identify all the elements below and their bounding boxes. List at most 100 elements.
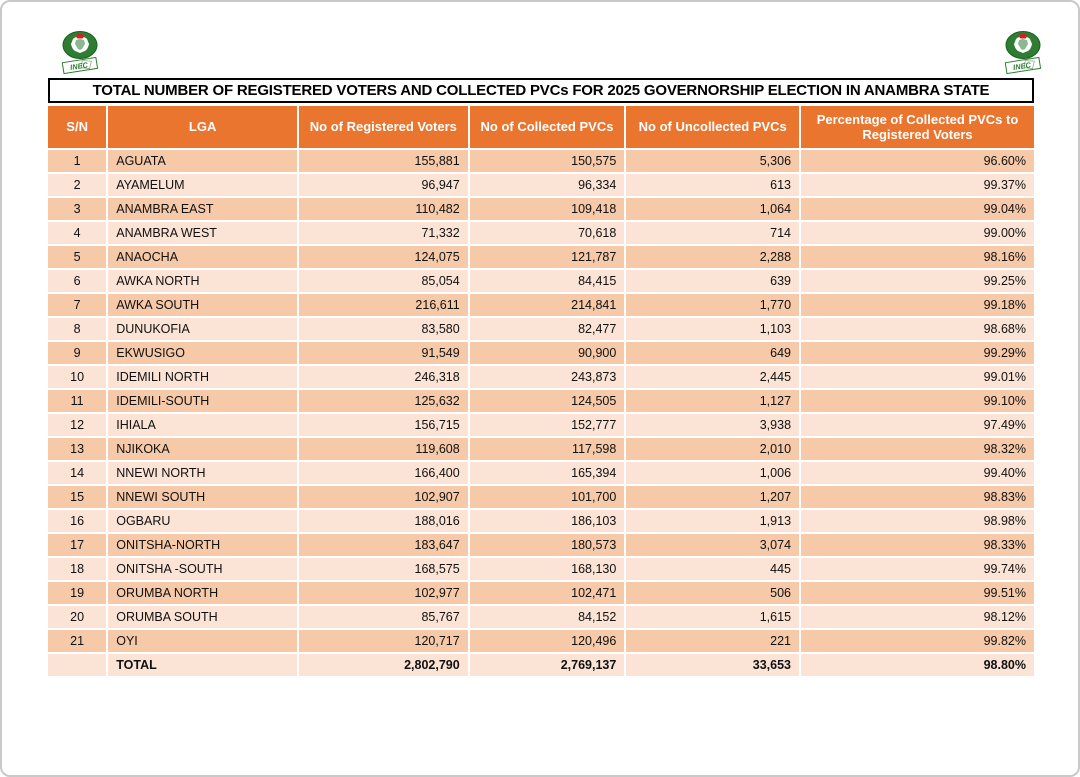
- table-row: 17 ONITSHA-NORTH 183,647 180,573 3,074 98.33%: [48, 534, 1034, 556]
- cell-collected: 120,496: [469, 630, 625, 652]
- cell-percentage: 98.33%: [801, 534, 1034, 556]
- cell-registered: 96,947: [299, 174, 468, 196]
- cell-collected: 84,152: [469, 606, 625, 628]
- cell-percentage: 99.51%: [801, 582, 1034, 604]
- cell-collected: 90,900: [469, 342, 625, 364]
- cell-sn: 2: [48, 174, 107, 196]
- cell-registered: 166,400: [299, 462, 468, 484]
- cell-uncollected: 445: [626, 558, 800, 580]
- cell-sn: 9: [48, 342, 107, 364]
- cell-percentage: 99.25%: [801, 270, 1034, 292]
- cell-sn: 8: [48, 318, 107, 340]
- cell-sn: 13: [48, 438, 107, 460]
- cell-collected: 2,769,137: [469, 654, 625, 676]
- cell-collected: 124,505: [469, 390, 625, 412]
- cell-uncollected: 714: [626, 222, 800, 244]
- cell-registered: 183,647: [299, 534, 468, 556]
- cell-collected: 214,841: [469, 294, 625, 316]
- cell-sn: [48, 654, 107, 676]
- column-header: Percentage of Collected PVCs to Register…: [801, 106, 1034, 148]
- cell-registered: 91,549: [299, 342, 468, 364]
- cell-collected: 165,394: [469, 462, 625, 484]
- cell-uncollected: 3,074: [626, 534, 800, 556]
- cell-registered: 155,881: [299, 150, 468, 172]
- cell-sn: 1: [48, 150, 107, 172]
- cell-lga: EKWUSIGO: [108, 342, 297, 364]
- cell-registered: 168,575: [299, 558, 468, 580]
- cell-percentage: 96.60%: [801, 150, 1034, 172]
- cell-collected: 84,415: [469, 270, 625, 292]
- cell-sn: 5: [48, 246, 107, 268]
- cell-collected: 82,477: [469, 318, 625, 340]
- table-row: 4 ANAMBRA WEST 71,332 70,618 714 99.00%: [48, 222, 1034, 244]
- cell-sn: 11: [48, 390, 107, 412]
- table-row: 9 EKWUSIGO 91,549 90,900 649 99.29%: [48, 342, 1034, 364]
- cell-collected: 243,873: [469, 366, 625, 388]
- cell-collected: 109,418: [469, 198, 625, 220]
- cell-percentage: 99.40%: [801, 462, 1034, 484]
- cell-sn: 15: [48, 486, 107, 508]
- table-row: 13 NJIKOKA 119,608 117,598 2,010 98.32%: [48, 438, 1034, 460]
- cell-percentage: 98.12%: [801, 606, 1034, 628]
- total-row: TOTAL 2,802,790 2,769,137 33,653 98.80%: [48, 654, 1034, 676]
- cell-lga: IHIALA: [108, 414, 297, 436]
- table-row: 1 AGUATA 155,881 150,575 5,306 96.60%: [48, 150, 1034, 172]
- cell-percentage: 98.32%: [801, 438, 1034, 460]
- table-row: 16 OGBARU 188,016 186,103 1,913 98.98%: [48, 510, 1034, 532]
- cell-registered: 85,054: [299, 270, 468, 292]
- table-row: 14 NNEWI NORTH 166,400 165,394 1,006 99.40%: [48, 462, 1034, 484]
- cell-lga: IDEMILI NORTH: [108, 366, 297, 388]
- cell-registered: 125,632: [299, 390, 468, 412]
- cell-uncollected: 613: [626, 174, 800, 196]
- cell-collected: 101,700: [469, 486, 625, 508]
- cell-registered: 120,717: [299, 630, 468, 652]
- cell-percentage: 99.74%: [801, 558, 1034, 580]
- table-row: 21 OYI 120,717 120,496 221 99.82%: [48, 630, 1034, 652]
- cell-uncollected: 2,445: [626, 366, 800, 388]
- cell-lga: ONITSHA-NORTH: [108, 534, 297, 556]
- cell-percentage: 98.68%: [801, 318, 1034, 340]
- cell-uncollected: 1,127: [626, 390, 800, 412]
- cell-collected: 152,777: [469, 414, 625, 436]
- table-row: 15 NNEWI SOUTH 102,907 101,700 1,207 98.83%: [48, 486, 1034, 508]
- cell-uncollected: 649: [626, 342, 800, 364]
- cell-lga: AWKA SOUTH: [108, 294, 297, 316]
- cell-uncollected: 1,615: [626, 606, 800, 628]
- cell-uncollected: 33,653: [626, 654, 800, 676]
- cell-uncollected: 1,006: [626, 462, 800, 484]
- table-row: 12 IHIALA 156,715 152,777 3,938 97.49%: [48, 414, 1034, 436]
- inec-logo-icon: INEC: [993, 26, 1053, 78]
- cell-lga: ONITSHA -SOUTH: [108, 558, 297, 580]
- table-row: 8 DUNUKOFIA 83,580 82,477 1,103 98.68%: [48, 318, 1034, 340]
- cell-sn: 17: [48, 534, 107, 556]
- cell-percentage: 98.83%: [801, 486, 1034, 508]
- cell-uncollected: 3,938: [626, 414, 800, 436]
- cell-percentage: 99.82%: [801, 630, 1034, 652]
- cell-collected: 70,618: [469, 222, 625, 244]
- pvc-statistics-table: S/N LGA No of Registered Voters No of Colle…: [46, 104, 1036, 678]
- inec-logo-text: INEC: [1012, 60, 1032, 72]
- inec-logo-icon: INEC: [50, 26, 110, 78]
- cell-registered: 156,715: [299, 414, 468, 436]
- table-row: 7 AWKA SOUTH 216,611 214,841 1,770 99.18%: [48, 294, 1034, 316]
- cell-registered: 110,482: [299, 198, 468, 220]
- cell-lga: IDEMILI-SOUTH: [108, 390, 297, 412]
- cell-sn: 20: [48, 606, 107, 628]
- table-row: 10 IDEMILI NORTH 246,318 243,873 2,445 99.01%: [48, 366, 1034, 388]
- table-row: 19 ORUMBA NORTH 102,977 102,471 506 99.51%: [48, 582, 1034, 604]
- cell-sn: 18: [48, 558, 107, 580]
- cell-collected: 150,575: [469, 150, 625, 172]
- cell-collected: 96,334: [469, 174, 625, 196]
- cell-collected: 180,573: [469, 534, 625, 556]
- cell-lga: AYAMELUM: [108, 174, 297, 196]
- cell-sn: 21: [48, 630, 107, 652]
- cell-lga: NNEWI SOUTH: [108, 486, 297, 508]
- table-row: 11 IDEMILI-SOUTH 125,632 124,505 1,127 99.10%: [48, 390, 1034, 412]
- cell-lga: ORUMBA NORTH: [108, 582, 297, 604]
- cell-uncollected: 1,103: [626, 318, 800, 340]
- cell-lga: TOTAL: [108, 654, 297, 676]
- cell-lga: ANAMBRA EAST: [108, 198, 297, 220]
- cell-lga: ANAMBRA WEST: [108, 222, 297, 244]
- cell-sn: 16: [48, 510, 107, 532]
